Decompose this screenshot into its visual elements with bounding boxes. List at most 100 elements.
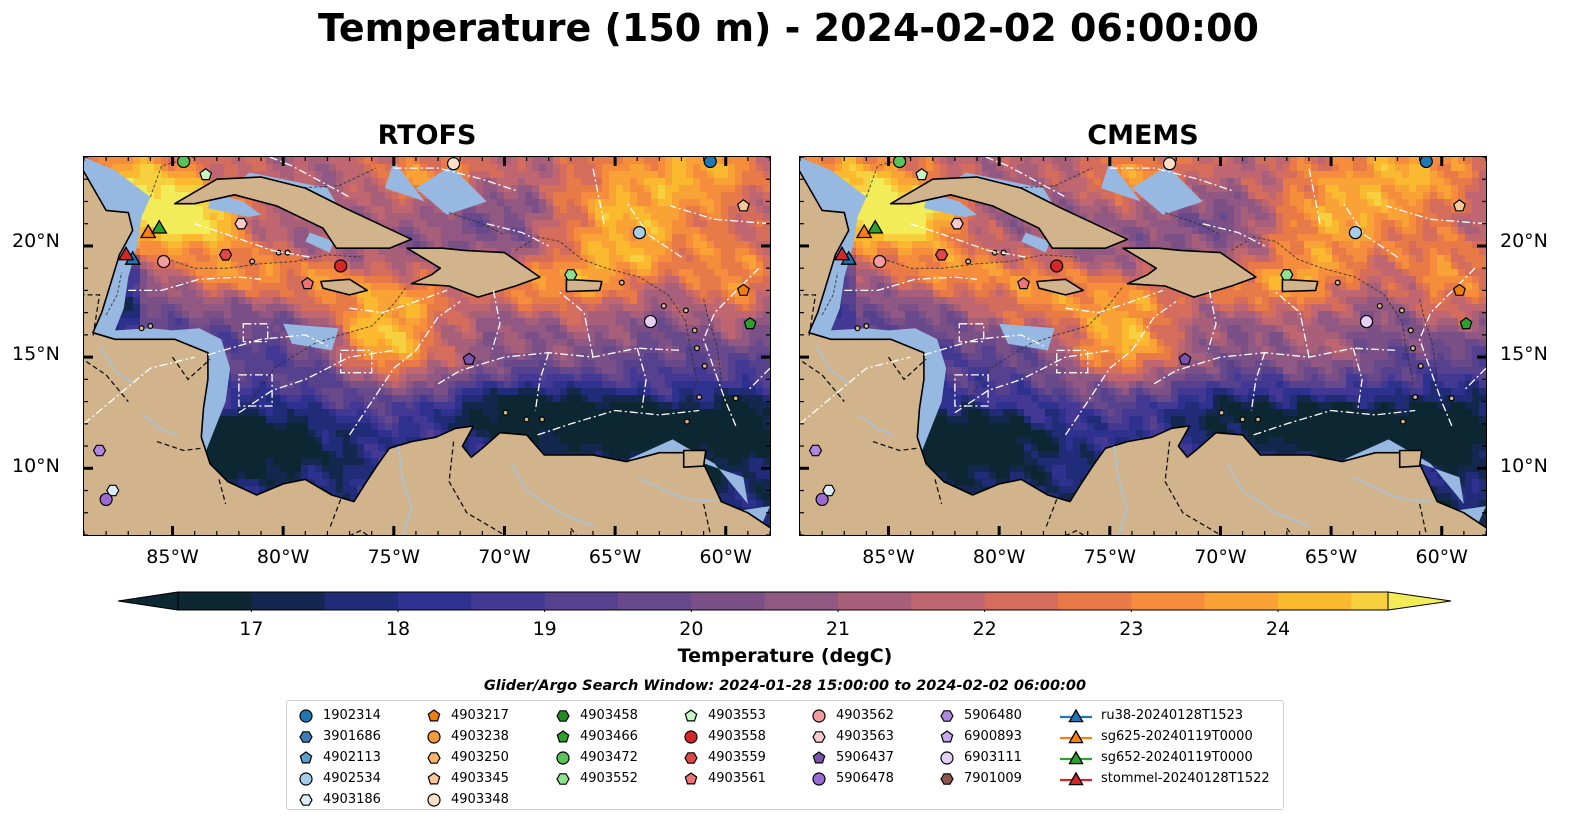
legend-marker-icon — [556, 729, 570, 742]
argo-float-4903186 — [106, 484, 120, 497]
argo-float-4903559 — [218, 248, 233, 261]
lon-label-left-70: 70°W — [478, 546, 531, 568]
legend-label: 4903561 — [708, 771, 766, 786]
argo-float-4903472 — [176, 157, 191, 169]
legend-marker-icon — [684, 751, 698, 764]
legend-label: 4902113 — [323, 750, 381, 765]
colorbar-tick-18: 18 — [385, 618, 411, 640]
glider-sg652-20240119T0000 — [150, 219, 168, 234]
legend-marker-icon — [299, 793, 313, 806]
glider-markers — [117, 219, 168, 265]
colorbar-extend-high — [1387, 591, 1452, 611]
axis-ticks — [84, 157, 770, 535]
legend-label: sg652-20240119T0000 — [1101, 750, 1253, 765]
legend-marker-icon — [299, 730, 313, 743]
glider-stommel-20240128T1522 — [833, 245, 851, 261]
land-cuba — [889, 176, 1129, 249]
legend-label: 5906480 — [964, 708, 1022, 723]
legend-item: ru38-20240128T1523 — [1059, 705, 1270, 726]
land-trinidad — [682, 449, 707, 468]
legend-label: 6903111 — [964, 750, 1022, 765]
map-canvas-right — [800, 157, 1486, 535]
lon-label-right-60: 60°W — [1415, 546, 1468, 568]
legend-label: 5906437 — [836, 750, 894, 765]
country-borders — [84, 294, 712, 535]
legend-label: 4903559 — [708, 750, 766, 765]
legend-marker-icon — [556, 709, 570, 722]
legend-label: 4903458 — [580, 708, 638, 723]
legend-label: 4903186 — [323, 792, 381, 807]
colorbar-segments — [117, 591, 1452, 612]
argo-float-5906480 — [92, 444, 107, 457]
axis-ticks — [800, 157, 1486, 535]
land-jamaica — [320, 278, 369, 296]
legend-item: 5906437 — [810, 747, 894, 768]
argo-float-1902314 — [1419, 157, 1433, 169]
glider-sg652-20240119T0000 — [866, 219, 884, 234]
land-trinidad — [1398, 449, 1423, 468]
legend-label: 4903238 — [451, 729, 509, 744]
legend-item: 4903562 — [810, 705, 894, 726]
argo-float-5906480 — [808, 444, 823, 457]
lat-label-left-15: 15°N — [12, 343, 60, 365]
colorbar-tick-19: 19 — [532, 618, 557, 640]
argo-float-5906437 — [462, 352, 476, 365]
legend-item: stommel-20240128T1522 — [1059, 768, 1270, 789]
argo-float-4903466 — [1459, 317, 1473, 330]
legend-item: sg625-20240119T0000 — [1059, 726, 1270, 747]
lat-label-right-10: 10°N — [1500, 455, 1548, 477]
legend-glider-icon — [1060, 708, 1092, 722]
land-jamaica — [1036, 278, 1085, 296]
colorbar-tick-21: 21 — [825, 618, 851, 640]
page-title: Temperature (150 m) - 2024-02-02 06:00:0… — [317, 6, 1259, 50]
land — [800, 170, 1486, 535]
legend-label: 5906478 — [836, 771, 894, 786]
lon-label-left-85: 85°W — [146, 546, 199, 568]
legend-label: sg625-20240119T0000 — [1101, 729, 1253, 744]
land-hispaniola — [406, 247, 541, 298]
legend-marker-icon — [940, 709, 954, 722]
argo-float-4903558 — [334, 259, 348, 273]
legend-glider-icon — [1060, 750, 1092, 764]
legend-marker-icon — [427, 771, 441, 784]
land-cuba — [173, 176, 413, 249]
legend-label: 4903558 — [708, 729, 766, 744]
lon-label-right-65: 65°W — [1304, 546, 1358, 568]
legend-item: 6903111 — [938, 747, 1022, 768]
argo-float-4902534 — [1348, 225, 1363, 240]
argo-float-4903348 — [1162, 157, 1177, 171]
legend-item: 7901009 — [938, 768, 1022, 789]
glider-sg625-20240119T0000 — [139, 223, 157, 239]
argo-float-4903348 — [446, 157, 461, 171]
lon-label-left-60: 60°W — [699, 546, 752, 568]
legend-label: 4902534 — [323, 771, 381, 786]
map-panel-left[interactable] — [83, 156, 771, 536]
legend-item: 4903186 — [297, 789, 381, 810]
legend-label: 3901686 — [323, 729, 381, 744]
colorbar-tick-20: 20 — [679, 618, 704, 640]
legend-item: 5906480 — [938, 705, 1022, 726]
colorbar-frame — [177, 591, 1389, 611]
legend-column: ru38-20240128T1523 sg625-20240119T0000 sg6… — [1059, 705, 1270, 789]
lon-label-left-80: 80°W — [256, 546, 310, 568]
legend-label: 4903345 — [451, 771, 509, 786]
argo-float-5906478 — [99, 492, 113, 507]
argo-float-4903558 — [1050, 259, 1064, 273]
argo-float-4903563 — [950, 217, 964, 230]
legend-column: 5906480 6900893 6903111 7901009 — [938, 705, 1022, 789]
legend-item: 4903553 — [682, 705, 766, 726]
map-panel-right[interactable] — [799, 156, 1487, 536]
argo-float-4903559 — [934, 248, 949, 261]
legend-label: 4903562 — [836, 708, 894, 723]
legend-marker-icon — [427, 751, 441, 764]
legend-label: 6900893 — [964, 729, 1022, 744]
legend-label: 4903553 — [708, 708, 766, 723]
legend-item: 6900893 — [938, 726, 1022, 747]
argo-markers — [808, 157, 1473, 507]
legend-item: sg652-20240119T0000 — [1059, 747, 1270, 768]
colorbar-label: Temperature (degC) — [677, 645, 893, 667]
lon-label-left-65: 65°W — [588, 546, 642, 568]
legend-item: 4903217 — [425, 705, 509, 726]
legend-item: 5906478 — [810, 768, 894, 789]
argo-float-4903466 — [743, 317, 757, 330]
